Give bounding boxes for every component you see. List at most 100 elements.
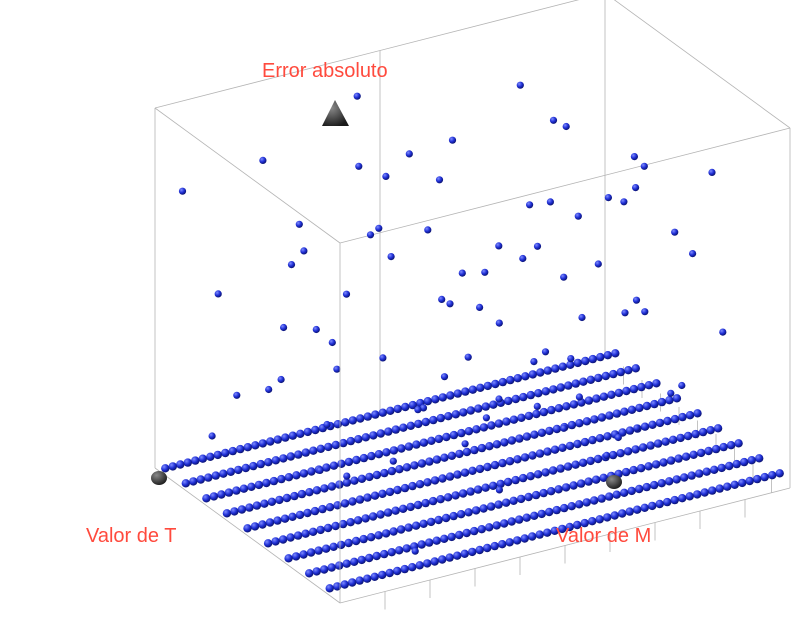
data-point <box>363 412 372 421</box>
data-point <box>271 456 280 465</box>
data-point <box>260 499 269 508</box>
data-point <box>592 394 601 403</box>
data-point <box>745 476 754 486</box>
data-point <box>483 381 492 391</box>
y-axis-label: Valor de M <box>556 525 652 547</box>
data-point <box>561 483 571 492</box>
data-point <box>608 450 618 460</box>
data-point <box>295 220 303 228</box>
data-point <box>635 484 644 494</box>
data-point <box>198 454 207 463</box>
data-point <box>723 482 732 491</box>
data-point <box>473 485 483 494</box>
data-point <box>528 532 537 541</box>
data-point <box>485 442 494 451</box>
data-point <box>196 475 205 484</box>
data-point <box>687 471 696 480</box>
data-point <box>367 451 376 461</box>
data-point <box>327 563 336 572</box>
box-edge <box>339 127 791 244</box>
data-point <box>451 410 460 419</box>
data-point <box>614 388 624 398</box>
data-point <box>189 477 198 486</box>
data-point <box>597 494 606 503</box>
data-point <box>366 533 376 542</box>
data-point <box>379 354 387 362</box>
data-point <box>670 414 680 424</box>
data-point <box>533 402 541 410</box>
data-point <box>299 550 308 559</box>
data-point <box>245 503 254 512</box>
data-point <box>387 548 396 557</box>
data-point <box>590 496 599 505</box>
data-point <box>532 409 541 419</box>
data-point <box>571 379 580 388</box>
data-point <box>693 490 702 499</box>
data-point <box>700 488 709 497</box>
data-point <box>427 436 436 445</box>
data-point <box>635 403 644 413</box>
data-point <box>305 569 314 578</box>
data-point <box>424 226 432 234</box>
data-point <box>708 168 716 176</box>
data-point <box>331 440 340 450</box>
data-point <box>426 517 436 527</box>
data-point <box>518 473 528 483</box>
data-point <box>241 463 250 473</box>
data-point <box>627 486 636 496</box>
data-point <box>603 351 612 360</box>
data-point <box>316 444 325 453</box>
data-point <box>575 500 584 509</box>
data-point <box>329 461 339 470</box>
data-point <box>386 406 395 415</box>
data-point <box>614 433 622 442</box>
data-point <box>509 415 519 424</box>
data-point <box>280 323 288 332</box>
data-point <box>638 443 648 452</box>
data-point <box>612 409 622 418</box>
data-point <box>541 387 550 396</box>
data-point <box>567 502 576 511</box>
data-point <box>453 470 462 479</box>
data-point <box>476 383 485 392</box>
data-point <box>310 506 320 516</box>
data-point <box>560 424 568 432</box>
data-point <box>494 419 504 428</box>
data-point <box>264 458 273 467</box>
data-point <box>430 557 439 566</box>
data-point <box>247 482 256 491</box>
data-point <box>717 463 726 473</box>
data-point <box>356 414 365 423</box>
data-point <box>419 438 429 447</box>
data-point <box>243 443 252 452</box>
data-point <box>620 488 629 497</box>
data-point <box>233 391 241 399</box>
data-point <box>251 441 260 450</box>
data-point <box>513 455 522 464</box>
data-point <box>621 467 631 477</box>
data-point <box>490 460 500 470</box>
data-point <box>596 352 605 362</box>
data-point <box>483 462 492 472</box>
data-point <box>226 467 235 476</box>
data-point <box>181 479 190 488</box>
data-point <box>652 379 661 388</box>
data-point <box>578 458 588 467</box>
data-point <box>539 488 548 498</box>
data-point <box>526 201 534 209</box>
data-point <box>528 451 537 460</box>
data-point <box>644 462 653 471</box>
data-point <box>355 162 363 170</box>
data-point <box>530 511 539 520</box>
data-point <box>252 501 262 510</box>
data-point <box>393 485 402 495</box>
data-point <box>582 498 591 507</box>
data-point <box>378 489 387 498</box>
data-point <box>324 442 333 452</box>
data-point <box>293 531 303 540</box>
data-point <box>291 552 301 561</box>
data-point <box>222 509 232 518</box>
data-point <box>306 548 316 557</box>
data-point <box>485 523 494 532</box>
data-point <box>580 437 590 447</box>
